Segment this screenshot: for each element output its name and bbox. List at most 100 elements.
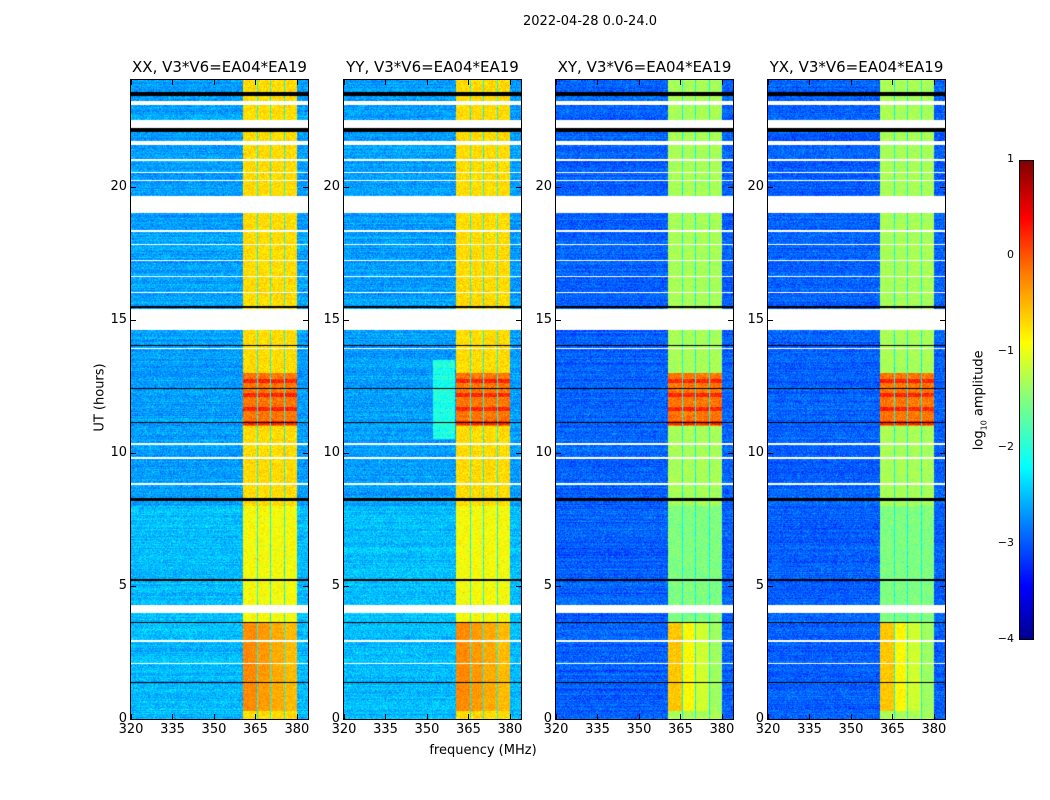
colorbar-label-text: amplitude <box>971 350 987 421</box>
y-tick-mark <box>131 585 136 587</box>
y-tick-mark <box>940 719 945 720</box>
y-tick-mark <box>344 585 349 587</box>
y-tick-mark <box>516 585 521 587</box>
colorbar-tick-label: 1 <box>1007 152 1014 165</box>
y-tick-mark <box>728 186 733 188</box>
y-tick-mark <box>940 452 945 454</box>
x-tick-mark <box>131 80 132 85</box>
y-tick-mark <box>940 186 945 188</box>
y-tick-mark <box>131 452 136 454</box>
figure-title: 2022-04-28 0.0-24.0 <box>523 14 657 29</box>
x-tick-mark <box>344 714 345 719</box>
x-tick-mark <box>172 80 174 85</box>
x-tick-mark <box>296 714 298 719</box>
y-tick-label: 20 <box>747 178 764 194</box>
y-tick-label: 20 <box>535 178 552 194</box>
panel-title: XX, V3*V6=EA04*EA19 <box>132 58 307 76</box>
x-tick-mark <box>680 80 682 85</box>
y-tick-label: 0 <box>543 711 552 726</box>
x-tick-mark <box>933 80 935 85</box>
x-tick-label: 365 <box>243 722 268 737</box>
x-tick-label: 335 <box>797 722 822 737</box>
x-tick-label: 380 <box>284 722 310 737</box>
y-tick-label: 15 <box>535 311 552 327</box>
y-tick-label: 0 <box>331 711 340 726</box>
y-tick-mark <box>131 186 136 188</box>
y-tick-mark <box>728 319 733 321</box>
x-tick-mark <box>892 80 894 85</box>
heatmap-yy <box>344 80 521 719</box>
y-tick-mark <box>728 452 733 454</box>
y-tick-label: 10 <box>535 444 552 460</box>
x-tick-mark <box>426 714 428 719</box>
y-tick-mark <box>768 319 773 321</box>
y-tick-label: 20 <box>110 178 127 194</box>
x-tick-label: 365 <box>668 722 693 737</box>
x-tick-label: 335 <box>160 722 185 737</box>
panel-xx: XX, V3*V6=EA04*EA19 320 335 350 365 380 0 5 10 1… <box>110 58 309 737</box>
heatmap-yx <box>768 80 945 719</box>
colorbar-tick-label: −1 <box>997 344 1014 357</box>
x-tick-mark <box>468 80 470 85</box>
panel-title: YX, V3*V6=EA04*EA19 <box>769 58 944 76</box>
x-tick-mark <box>255 714 257 719</box>
panel-xy: XY, V3*V6=EA04*EA19 320 335 350 365 380 0 5 10 1… <box>535 58 734 737</box>
y-tick-mark <box>303 719 308 720</box>
y-tick-label: 10 <box>323 444 340 460</box>
colorbar-tick-label: −3 <box>997 536 1014 549</box>
colorbar-tick-label: 0 <box>1007 248 1014 261</box>
colorbar-tick-label: −4 <box>997 632 1014 645</box>
x-tick-mark <box>809 80 811 85</box>
x-tick-label: 350 <box>626 722 652 737</box>
x-tick-label: 380 <box>497 722 523 737</box>
heatmap-xy <box>556 80 733 719</box>
y-tick-mark <box>516 319 521 321</box>
y-tick-mark <box>556 319 561 321</box>
y-tick-mark <box>768 452 773 454</box>
y-tick-mark <box>303 186 308 188</box>
x-tick-mark <box>255 80 257 85</box>
x-tick-mark <box>131 714 132 719</box>
y-tick-label: 10 <box>110 444 127 460</box>
x-tick-mark <box>597 80 599 85</box>
y-tick-label: 15 <box>747 311 764 327</box>
y-tick-mark <box>303 452 308 454</box>
y-axis-label: UT (hours) <box>92 363 108 432</box>
colorbar-label-log: log <box>971 430 987 451</box>
y-tick-mark <box>303 319 308 321</box>
x-tick-mark <box>296 80 298 85</box>
x-tick-mark <box>344 80 345 85</box>
x-tick-mark <box>172 714 174 719</box>
x-tick-mark <box>768 80 769 85</box>
x-tick-mark <box>721 80 723 85</box>
panel-title: YY, V3*V6=EA04*EA19 <box>346 58 519 76</box>
x-tick-label: 350 <box>201 722 227 737</box>
x-tick-mark <box>509 714 511 719</box>
y-tick-mark <box>516 719 521 720</box>
y-tick-label: 5 <box>755 577 764 593</box>
y-tick-label: 20 <box>323 178 340 194</box>
x-tick-label: 335 <box>585 722 610 737</box>
heatmap-xx <box>131 80 308 719</box>
y-tick-mark <box>344 719 349 720</box>
x-tick-label: 335 <box>373 722 398 737</box>
panel-yx: YX, V3*V6=EA04*EA19 320 335 350 365 380 0 5 10 1… <box>747 58 946 737</box>
y-tick-mark <box>940 585 945 587</box>
y-tick-mark <box>344 452 349 454</box>
y-tick-mark <box>556 452 561 454</box>
y-tick-label: 5 <box>331 577 340 593</box>
colorbar-label-sub: 10 <box>979 420 989 431</box>
x-tick-label: 365 <box>880 722 905 737</box>
x-tick-mark <box>468 714 470 719</box>
x-tick-label: 380 <box>709 722 735 737</box>
x-tick-label: 350 <box>414 722 440 737</box>
y-tick-mark <box>728 585 733 587</box>
x-tick-mark <box>509 80 511 85</box>
y-tick-mark <box>940 319 945 321</box>
x-tick-mark <box>933 714 935 719</box>
y-tick-mark <box>556 186 561 188</box>
x-tick-label: 320 <box>331 722 357 737</box>
y-tick-mark <box>516 452 521 454</box>
y-tick-label: 0 <box>755 711 764 726</box>
y-tick-mark <box>131 319 136 321</box>
